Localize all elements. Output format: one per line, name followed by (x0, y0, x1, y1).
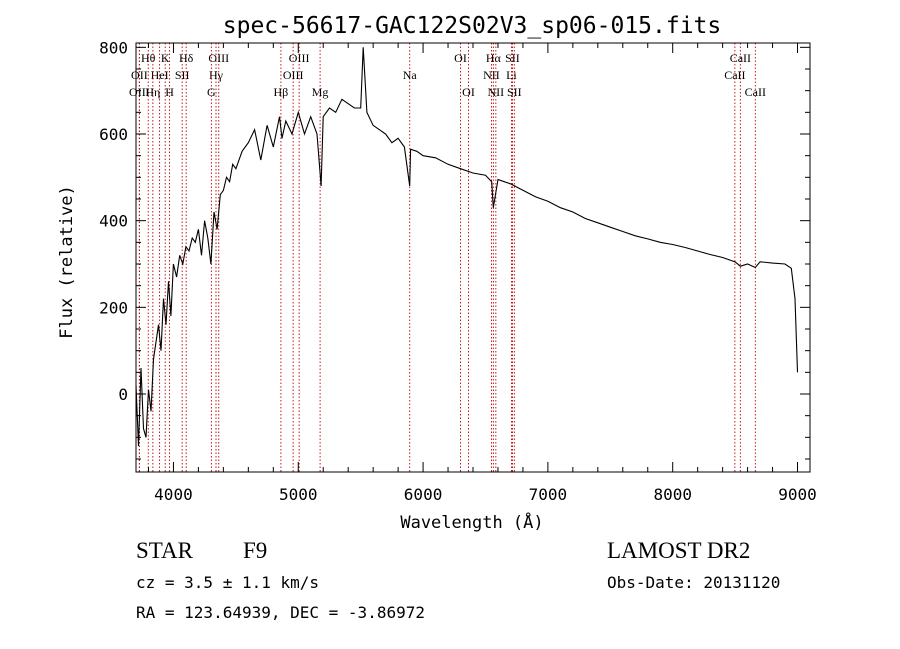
object-subclass: F9 (243, 538, 268, 563)
spectral-line-label: SII (505, 51, 520, 65)
spectral-line-label: Hη (145, 85, 160, 99)
spectral-line-label: OIII (283, 68, 304, 82)
x-tick-label: 7000 (529, 485, 568, 504)
chart-title: spec-56617-GAC122S02V3_sp06-015.fits (223, 13, 722, 39)
observation-date: Obs-Date: 20131120 (607, 573, 781, 592)
x-tick-label: 9000 (778, 485, 817, 504)
x-tick-label: 5000 (279, 485, 318, 504)
spectral-line-label: K (161, 51, 170, 65)
spectral-line-label: SII (507, 85, 522, 99)
spectral-line-label: H (165, 85, 174, 99)
sky-coordinates: RA = 123.64939, DEC = -3.86972 (136, 603, 425, 622)
spectral-line-label: OIII (289, 51, 310, 65)
spectral-line-label: OI (462, 85, 475, 99)
spectral-line-label: Na (403, 68, 418, 82)
spectral-line-label: CaII (724, 68, 745, 82)
x-tick-label: 6000 (404, 485, 443, 504)
x-tick-label: 8000 (653, 485, 692, 504)
spectral-line-label: NII (483, 68, 500, 82)
y-tick-label: 600 (99, 125, 128, 144)
spectral-line-label: Hθ (141, 51, 156, 65)
y-tick-label: 800 (99, 38, 128, 57)
y-axis-label: Flux (relative) (57, 185, 77, 339)
spectral-line-label: Hδ (179, 51, 194, 65)
spectral-line-label: SII (175, 68, 190, 82)
spectral-line-label: Mg (312, 85, 329, 99)
y-axis: 0 200 400 600 800 (99, 38, 810, 460)
y-tick-label: 0 (118, 385, 128, 404)
spectral-line-label: Li (506, 68, 517, 82)
spectral-line-label: CaII (745, 85, 766, 99)
spectral-line-label: G (207, 85, 216, 99)
spectral-line-label: NII (488, 85, 505, 99)
x-axis: 4000 5000 6000 7000 8000 9000 (147, 43, 817, 504)
spectral-line-label: OIII (208, 51, 229, 65)
y-tick-label: 200 (99, 298, 128, 317)
redshift-velocity: cz = 3.5 ± 1.1 km/s (136, 573, 320, 592)
spectral-line-label: Hγ (209, 68, 224, 82)
spectral-line-label: OIII (129, 85, 150, 99)
spectral-line-label: Hβ (274, 85, 289, 99)
spectral-line-label: HeI (151, 68, 169, 82)
spectral-line-label: OI (454, 51, 467, 65)
survey-name: LAMOST DR2 (607, 538, 751, 563)
flux-series-line (135, 47, 799, 447)
y-tick-label: 400 (99, 212, 128, 231)
x-axis-label: Wavelength (Å) (400, 511, 543, 533)
spectral-line-label: Hα (486, 51, 502, 65)
spectral-line-label: CaII (730, 51, 751, 65)
x-tick-label: 4000 (154, 485, 193, 504)
plot-frame (135, 42, 811, 473)
object-class: STAR (136, 538, 193, 563)
